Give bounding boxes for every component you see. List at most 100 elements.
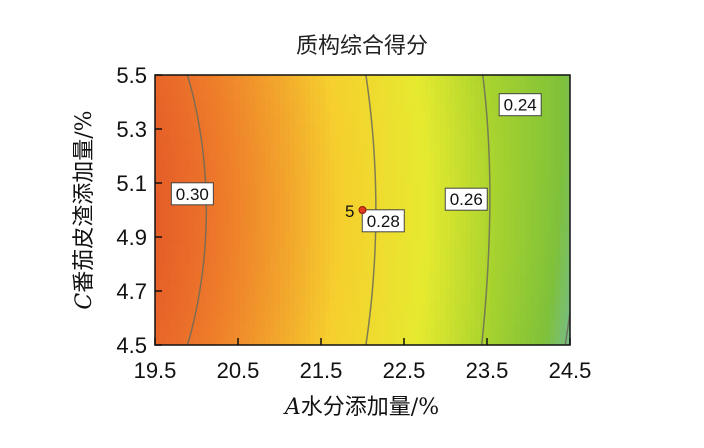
heat-cell — [380, 190, 386, 196]
heat-cell — [165, 180, 171, 186]
heat-cell — [535, 165, 541, 171]
heat-cell — [325, 210, 331, 216]
heat-cell — [260, 270, 266, 276]
heat-cell — [275, 145, 281, 151]
heat-cell — [525, 190, 531, 196]
heat-cell — [155, 335, 161, 341]
heat-cell — [410, 280, 416, 286]
heat-cell — [545, 150, 551, 156]
heat-cell — [470, 305, 476, 311]
heat-cell — [350, 135, 356, 141]
heat-cell — [390, 265, 396, 271]
heat-cell — [555, 115, 561, 121]
heat-cell — [195, 280, 201, 286]
heat-cell — [385, 165, 391, 171]
heat-cell — [545, 145, 551, 151]
heat-cell — [340, 130, 346, 136]
heat-cell — [305, 165, 311, 171]
heat-cell — [400, 180, 406, 186]
heat-cell — [345, 225, 351, 231]
heat-cell — [495, 90, 501, 96]
heat-cell — [305, 260, 311, 266]
heat-cell — [400, 340, 406, 345]
heat-cell — [545, 335, 551, 341]
heat-cell — [405, 215, 411, 221]
heat-cell — [230, 225, 236, 231]
heat-cell — [240, 295, 246, 301]
heat-cell — [210, 235, 216, 241]
heat-cell — [410, 320, 416, 326]
heat-cell — [365, 165, 371, 171]
heat-cell — [340, 210, 346, 216]
heat-cell — [165, 290, 171, 296]
heat-cell — [460, 285, 466, 291]
heat-cell — [260, 315, 266, 321]
heat-cell — [235, 205, 241, 211]
heat-cell — [560, 295, 566, 301]
heat-cell — [330, 135, 336, 141]
heat-cell — [480, 120, 486, 126]
heat-cell — [255, 315, 261, 321]
heat-cell — [565, 235, 570, 241]
heat-cell — [515, 230, 521, 236]
heat-cell — [285, 325, 291, 331]
heat-cell — [465, 120, 471, 126]
heat-cell — [260, 215, 266, 221]
heat-cell — [300, 200, 306, 206]
heat-cell — [270, 335, 276, 341]
heat-cell — [255, 165, 261, 171]
heat-cell — [500, 285, 506, 291]
heat-cell — [160, 245, 166, 251]
heat-cell — [270, 245, 276, 251]
heat-cell — [310, 250, 316, 256]
heat-cell — [370, 340, 376, 345]
heat-cell — [170, 210, 176, 216]
heat-cell — [505, 200, 511, 206]
heat-cell — [560, 275, 566, 281]
heat-cell — [440, 325, 446, 331]
heat-cell — [250, 270, 256, 276]
heat-cell — [235, 270, 241, 276]
heat-cell — [485, 285, 491, 291]
heat-cell — [210, 280, 216, 286]
heat-cell — [240, 110, 246, 116]
heat-cell — [535, 210, 541, 216]
heat-cell — [200, 170, 206, 176]
heat-cell — [425, 305, 431, 311]
heat-cell — [385, 285, 391, 291]
heat-cell — [450, 295, 456, 301]
heat-cell — [265, 245, 271, 251]
heat-cell — [450, 225, 456, 231]
contour-label: 0.24 — [504, 96, 537, 115]
heat-cell — [355, 310, 361, 316]
heat-cell — [230, 240, 236, 246]
heat-cell — [335, 85, 341, 91]
heat-cell — [520, 240, 526, 246]
heat-cell — [525, 320, 531, 326]
heat-cell — [265, 240, 271, 246]
heat-cell — [160, 230, 166, 236]
heat-cell — [490, 270, 496, 276]
heat-cell — [305, 240, 311, 246]
heat-cell — [560, 270, 566, 276]
heat-cell — [430, 320, 436, 326]
heat-cell — [560, 315, 566, 321]
heat-cell — [185, 80, 191, 86]
heat-cell — [525, 130, 531, 136]
heat-cell — [175, 175, 181, 181]
heat-cell — [245, 195, 251, 201]
heat-cell — [500, 145, 506, 151]
heat-cell — [335, 310, 341, 316]
heat-cell — [180, 165, 186, 171]
heat-cell — [365, 195, 371, 201]
heat-cell — [445, 280, 451, 286]
heat-cell — [235, 110, 241, 116]
heat-cell — [430, 295, 436, 301]
heat-cell — [160, 275, 166, 281]
heat-cell — [250, 120, 256, 126]
heat-cell — [235, 140, 241, 146]
heat-cell — [215, 255, 221, 261]
heat-cell — [550, 115, 556, 121]
heat-cell — [335, 215, 341, 221]
